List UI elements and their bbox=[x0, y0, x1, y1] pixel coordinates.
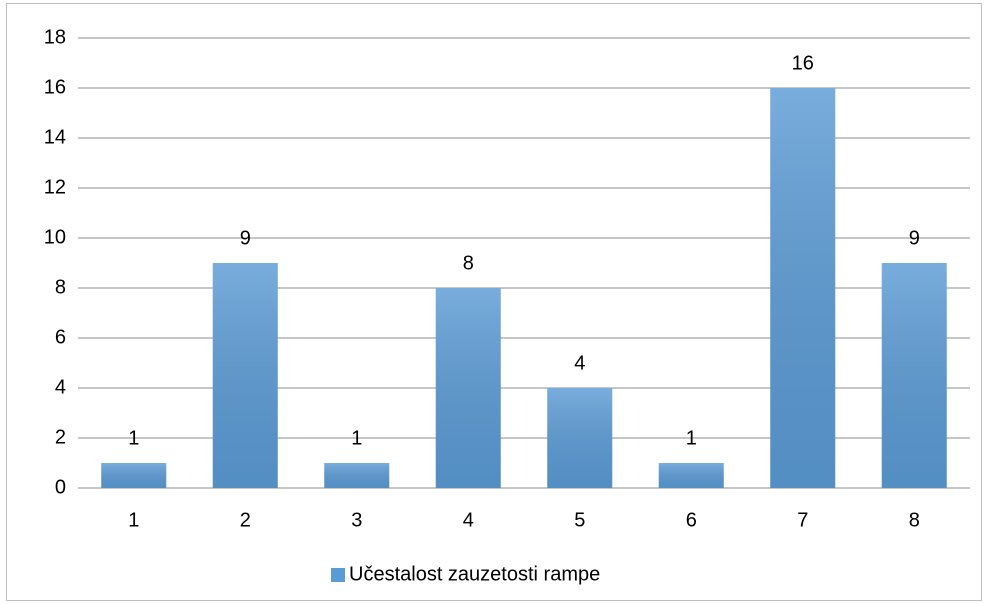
bar-shade bbox=[212, 263, 278, 488]
y-tick-label: 0 bbox=[55, 476, 66, 498]
data-label: 1 bbox=[128, 427, 139, 449]
y-tick-label: 18 bbox=[44, 26, 66, 48]
bar-shade bbox=[435, 288, 501, 488]
y-tick-label: 8 bbox=[55, 276, 66, 298]
x-tick-label: 3 bbox=[351, 509, 362, 531]
data-label: 16 bbox=[792, 52, 814, 74]
y-tick-label: 16 bbox=[44, 76, 66, 98]
y-tick-label: 2 bbox=[55, 426, 66, 448]
bar-shade bbox=[658, 463, 724, 488]
y-tick-label: 6 bbox=[55, 326, 66, 348]
data-label: 8 bbox=[463, 252, 474, 274]
y-tick-label: 14 bbox=[44, 126, 66, 148]
data-label: 9 bbox=[240, 227, 251, 249]
y-tick-label: 4 bbox=[55, 376, 66, 398]
data-label: 1 bbox=[686, 427, 697, 449]
bar-shade bbox=[770, 88, 836, 488]
bar-shade bbox=[547, 388, 613, 488]
data-label: 9 bbox=[909, 227, 920, 249]
x-tick-label: 1 bbox=[128, 509, 139, 531]
bar-shade bbox=[881, 263, 947, 488]
y-tick-label: 10 bbox=[44, 226, 66, 248]
data-label: 1 bbox=[351, 427, 362, 449]
x-tick-label: 8 bbox=[909, 509, 920, 531]
bar-shade bbox=[324, 463, 390, 488]
data-label: 4 bbox=[574, 352, 585, 374]
x-tick-label: 5 bbox=[574, 509, 585, 531]
x-tick-label: 2 bbox=[240, 509, 251, 531]
bar-shade bbox=[101, 463, 167, 488]
x-tick-label: 7 bbox=[797, 509, 808, 531]
legend-label: Učestalost zauzetosti rampe bbox=[349, 563, 600, 585]
x-tick-label: 4 bbox=[463, 509, 474, 531]
x-tick-label: 6 bbox=[686, 509, 697, 531]
y-tick-label: 12 bbox=[44, 176, 66, 198]
legend-swatch bbox=[331, 568, 345, 582]
